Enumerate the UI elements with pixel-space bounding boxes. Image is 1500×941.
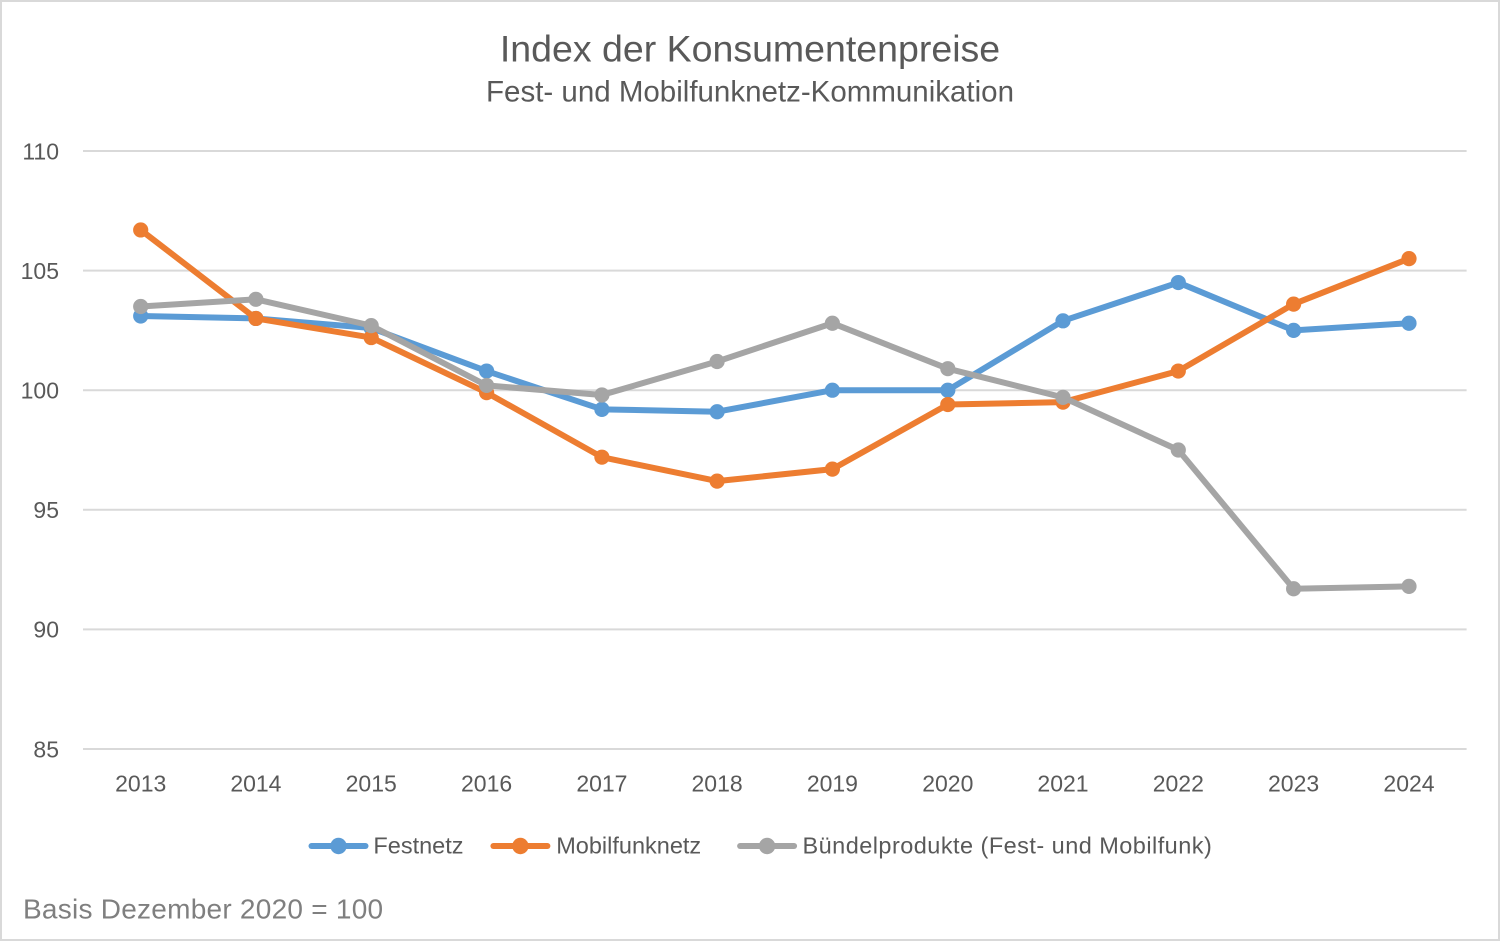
svg-text:90: 90 (33, 617, 59, 643)
svg-text:2022: 2022 (1153, 770, 1204, 796)
svg-text:Mobilfunknetz: Mobilfunknetz (556, 833, 701, 859)
svg-text:2013: 2013 (115, 770, 166, 796)
svg-text:2015: 2015 (346, 770, 397, 796)
svg-text:95: 95 (33, 497, 59, 523)
svg-text:Index der Konsumentenpreise: Index der Konsumentenpreise (500, 28, 1000, 70)
svg-text:110: 110 (22, 138, 59, 164)
svg-text:85: 85 (33, 736, 59, 762)
svg-text:2024: 2024 (1383, 770, 1434, 796)
svg-text:2023: 2023 (1268, 770, 1319, 796)
svg-text:2021: 2021 (1037, 770, 1088, 796)
svg-text:Bündelprodukte (Fest- und Mobi: Bündelprodukte (Fest- und Mobilfunk) (803, 833, 1213, 859)
svg-text:Basis Dezember 2020 = 100: Basis Dezember 2020 = 100 (23, 893, 383, 924)
svg-text:2018: 2018 (692, 770, 743, 796)
svg-text:105: 105 (21, 258, 59, 284)
svg-text:Festnetz: Festnetz (373, 833, 463, 859)
svg-text:2014: 2014 (230, 770, 281, 796)
svg-text:100: 100 (21, 378, 59, 404)
svg-text:2020: 2020 (922, 770, 973, 796)
svg-text:2016: 2016 (461, 770, 512, 796)
svg-text:Fest- und Mobilfunknetz-Kommun: Fest- und Mobilfunknetz-Kommunikation (486, 76, 1014, 109)
svg-text:2019: 2019 (807, 770, 858, 796)
svg-text:2017: 2017 (576, 770, 627, 796)
